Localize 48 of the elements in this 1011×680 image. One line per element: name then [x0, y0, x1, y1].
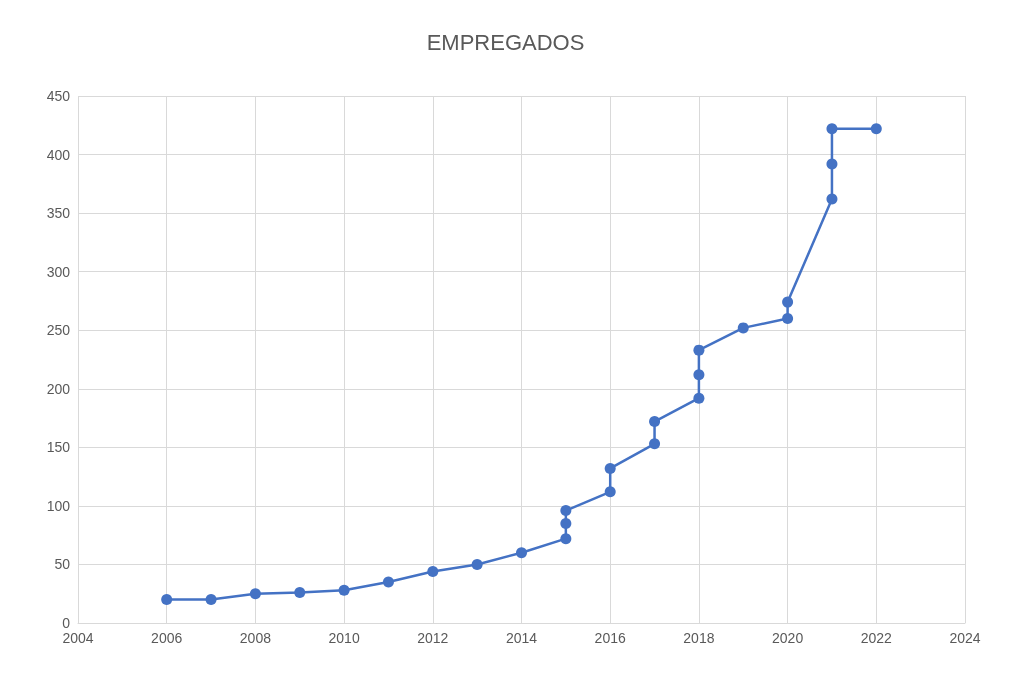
- x-tick-label: 2006: [151, 630, 183, 646]
- y-tick-label: 450: [46, 88, 71, 104]
- point: [560, 505, 572, 517]
- point: [826, 193, 838, 205]
- point: [782, 313, 794, 325]
- y-tick-label: 200: [46, 380, 71, 397]
- y-tick-label: 400: [46, 146, 71, 163]
- x-tick-label: 2016: [594, 630, 626, 646]
- y-tick-label: 50: [54, 556, 71, 573]
- x-tick-label: 2014: [505, 630, 538, 646]
- point: [294, 587, 306, 599]
- point: [649, 438, 661, 450]
- point: [737, 322, 749, 334]
- point: [161, 594, 173, 606]
- point: [870, 123, 882, 135]
- point: [560, 517, 572, 529]
- point: [338, 584, 350, 596]
- x-tick-label: 2024: [949, 630, 981, 646]
- point: [516, 547, 527, 559]
- x-tick-label: 2022: [860, 630, 893, 646]
- point: [649, 416, 661, 428]
- point: [604, 486, 616, 498]
- point: [604, 462, 616, 474]
- y-tick-label: 0: [62, 615, 71, 631]
- point: [205, 594, 217, 606]
- y-tick-label: 350: [46, 205, 71, 222]
- x-tick-label: 2012: [417, 630, 449, 646]
- point: [693, 369, 705, 381]
- y-tick-label: 150: [46, 439, 71, 456]
- point: [560, 533, 572, 545]
- y-tick-label: 100: [46, 497, 71, 514]
- point: [471, 558, 483, 570]
- x-tick-label: 2020: [772, 630, 804, 646]
- x-tick-label: 2010: [328, 630, 360, 646]
- point: [249, 588, 261, 600]
- y-tick-label: 300: [46, 263, 71, 280]
- x-tick-label: 2018: [683, 630, 715, 646]
- x-tick-label: 2008: [239, 630, 272, 646]
- point: [826, 158, 838, 170]
- point: [826, 123, 838, 135]
- point: [427, 565, 439, 577]
- x-tick-label: 2004: [62, 630, 94, 646]
- chart-title: EMPREGADOS: [426, 29, 585, 55]
- y-tick-label: 250: [46, 322, 71, 339]
- point: [693, 344, 705, 356]
- point: [782, 296, 794, 308]
- point: [693, 392, 705, 404]
- point: [382, 576, 394, 588]
